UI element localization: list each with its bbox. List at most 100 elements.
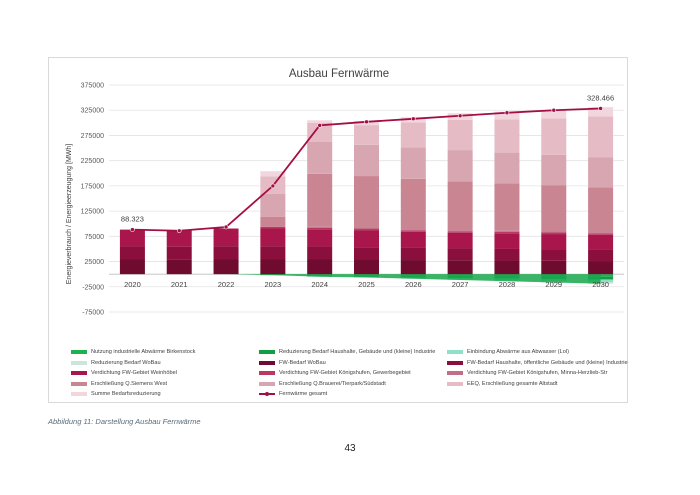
- y-axis-label: Energieverbrauch / Energieerzeugung [MWh…: [66, 144, 73, 285]
- bar-segment: [354, 259, 379, 275]
- legend-item: Verdichtung FW-Gebiet Weinhöbel: [71, 370, 177, 376]
- chart-title: Ausbau Fernwärme: [289, 68, 389, 80]
- legend-label: Nutzung industrielle Abwärme Birkenstock: [91, 349, 196, 355]
- x-tick-label: 2023: [265, 280, 282, 289]
- legend-label: FW-Bedarf Haushalte, öffentliche Gebäude…: [467, 359, 628, 366]
- bar-segment: [307, 259, 333, 275]
- bar-segment: [354, 125, 379, 145]
- bar-segment: [541, 154, 567, 186]
- y-tick-label: 225000: [81, 158, 104, 165]
- bar-segment: [588, 232, 614, 234]
- bar-segment: [541, 109, 567, 119]
- bar-segment: [400, 122, 426, 148]
- line-point: [223, 224, 229, 230]
- legend-label: Einbindung Abwärme aus Abwasser (Lol): [467, 349, 569, 355]
- data-label: 328.466: [587, 93, 614, 102]
- bar-segment: [447, 119, 473, 151]
- bar-segment: [494, 260, 520, 275]
- bar-segment: [354, 176, 379, 229]
- bar-segment: [260, 226, 286, 229]
- legend-swatch: [259, 350, 275, 354]
- legend-label: Reduzierung Bedarf Haushalte, Gebäude un…: [279, 349, 436, 355]
- bar-segment: [354, 228, 379, 230]
- line-point: [504, 110, 510, 116]
- bar-segment: [260, 216, 286, 227]
- figure-caption: Abbildung 11: Darstellung Ausbau Fernwär…: [48, 417, 201, 426]
- x-tick-labels: 2020 2021 2022 2023 2024 2025 2026 2027 2028 2029…: [124, 280, 609, 289]
- y-tick-label: 375000: [81, 83, 104, 90]
- bar-segment: [400, 231, 426, 248]
- legend-swatch: [71, 350, 87, 354]
- bar-segment: [541, 231, 567, 233]
- legend-swatch: [71, 371, 87, 375]
- y-tick-label: 175000: [81, 183, 104, 190]
- y-tick-label: -25000: [82, 284, 104, 291]
- line-point: [176, 228, 182, 234]
- bar-segment: [541, 260, 567, 275]
- bar-segment: [494, 248, 520, 261]
- x-tick-label: 2024: [311, 280, 328, 289]
- bar-segment: [541, 249, 567, 261]
- y-tick-label: 75000: [85, 234, 105, 241]
- bar-segment: [494, 233, 520, 249]
- legend-item: Verdichtung FW-Gebiet Königshufen, Gewer…: [259, 370, 411, 376]
- bar-segment: [541, 118, 567, 155]
- x-tick-label: 2025: [358, 280, 375, 289]
- bar-segment: [307, 229, 333, 247]
- bar-segment: [307, 246, 333, 260]
- page-number: 43: [344, 443, 356, 454]
- fernwaerme-line: [130, 106, 603, 234]
- legend-item: EEQ, Erschließung gesamte Altstadt: [447, 381, 557, 387]
- bar-segment: [166, 259, 192, 275]
- bar-segment: [494, 119, 520, 153]
- x-tick-label: 2028: [499, 280, 516, 289]
- x-tick-label: 2026: [405, 280, 422, 289]
- legend-label: Verdichtung FW-Gebiet Weinhöbel: [91, 370, 177, 376]
- bar-segment: [307, 142, 333, 174]
- bar-segment: [307, 226, 333, 228]
- legend-swatch: [447, 350, 463, 354]
- bar-segment: [400, 229, 426, 231]
- bar-segment: [447, 231, 473, 233]
- legend-item: Erschließung Q.Brauerei/Tierpark/Südstad…: [259, 381, 386, 387]
- bar-segment: [494, 230, 520, 232]
- bar-segment: [166, 246, 192, 260]
- legend-item: Erschließung Q.Siemens West: [71, 381, 167, 387]
- x-tick-label: 2022: [218, 280, 235, 289]
- legend-swatch: [71, 392, 87, 396]
- bar-segment: [354, 247, 379, 260]
- bar-segment: [447, 230, 473, 232]
- line-point: [551, 107, 557, 113]
- bar-segment: [166, 230, 192, 247]
- legend-label: Summe Bedarfsreduzierung: [91, 391, 161, 397]
- legend-label: FW-Bedarf WoBau: [279, 359, 326, 366]
- legend-item: Reduzierung Bedarf WoBau: [71, 360, 161, 366]
- bar-segment: [588, 261, 614, 275]
- legend-swatch: [71, 381, 87, 386]
- legend-item: Summe Bedarfsreduzierung: [71, 391, 161, 397]
- legend-line-swatch: [259, 391, 275, 396]
- bar-segment: [541, 232, 567, 235]
- legend-label: Reduzierung Bedarf WoBau: [91, 359, 161, 366]
- bar-segment: [588, 116, 614, 158]
- y-tick-label: 325000: [81, 108, 104, 115]
- y-tick-labels: -75000 -25000 25000 75000 125000 175000 225000…: [81, 83, 104, 317]
- legend-swatch: [71, 360, 87, 365]
- bar-segment: [588, 234, 614, 250]
- x-tick-label: 2020: [124, 280, 141, 289]
- bar-segment: [588, 187, 614, 233]
- bar-segment: [588, 107, 614, 117]
- bar-segment: [119, 259, 145, 275]
- bar-segment: [588, 249, 614, 262]
- legend-swatch: [447, 381, 463, 386]
- bar-segment: [307, 227, 333, 230]
- bar-segment: [447, 181, 473, 231]
- x-tick-label: 2029: [545, 280, 562, 289]
- bar-segment: [213, 246, 239, 260]
- bar-segment: [541, 185, 567, 232]
- legend-label: EEQ, Erschließung gesamte Altstadt: [467, 380, 558, 387]
- bar-segment: [119, 229, 145, 247]
- line-point: [270, 183, 276, 189]
- bar-segment: [213, 228, 239, 247]
- bar-segment: [260, 228, 286, 247]
